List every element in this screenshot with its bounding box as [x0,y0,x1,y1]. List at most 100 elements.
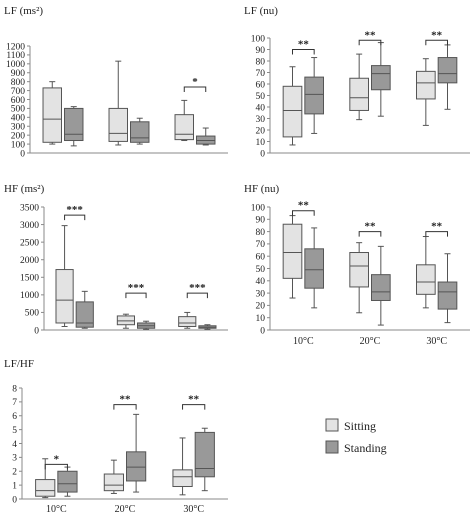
standing-box-2 [371,274,391,301]
y-tick-label: 400 [11,114,26,124]
sitting-box-2 [349,77,370,111]
y-tick-label: 0 [12,495,17,505]
x-category-label: 10°C [293,336,314,347]
significance-bracket [125,292,147,299]
standing-box-1 [304,76,325,115]
significance-bracket [358,231,382,237]
legend-swatch-sitting [325,418,339,432]
sitting-box-3 [174,114,195,141]
y-tick-label: 60 [256,253,266,263]
significance-bracket [292,210,315,216]
x-category-label: 20°C [115,504,136,515]
significance-bracket [186,292,208,299]
y-tick-label: 80 [256,228,266,238]
y-tick-label: 300 [11,123,26,133]
y-tick-label: 30 [256,115,266,125]
y-tick-label: 0 [20,149,25,159]
significance-marker: ** [431,29,443,41]
y-tick-label: 80 [256,57,266,67]
y-tick-label: 6 [12,412,17,422]
significance-marker: * [192,76,198,88]
y-tick-label: 4 [12,440,17,450]
x-category-label: 30°C [183,504,204,515]
x-category-label: 10°C [46,504,67,515]
y-tick-label: 100 [251,203,266,213]
title-hf-ms2: HF (ms²) [4,183,45,195]
y-tick-label: 900 [11,69,26,79]
y-tick-label: 90 [256,46,266,56]
legend-label-sitting: Sitting [344,419,376,433]
sitting-box-2 [108,107,128,142]
significance-marker: * [54,453,60,465]
y-tick-label: 70 [256,240,266,250]
sitting-box-3 [178,316,197,327]
y-tick-label: 2000 [20,256,39,266]
significance-bracket [425,231,448,237]
y-tick-label: 50 [256,92,266,102]
y-tick-label: 800 [11,78,26,88]
standing-box-3 [194,431,215,478]
y-tick-label: 1000 [20,291,39,301]
y-tick-label: 1 [12,481,17,491]
standing-box-1 [64,107,84,142]
y-tick-label: 1500 [20,274,39,284]
title-lf-nu: LF (nu) [244,5,278,17]
sitting-box-1 [282,223,303,279]
y-tick-label: 7 [12,398,17,408]
standing-box-3 [437,57,458,84]
y-tick-label: 3500 [20,203,39,213]
sitting-box-1 [42,87,62,143]
y-tick-label: 500 [11,105,26,115]
panel-lf-ms2: 0100200300400500600700800900100011001200… [6,42,228,159]
significance-marker: ** [365,29,377,41]
x-category-label: 30°C [426,336,447,347]
significance-marker: *** [189,282,206,294]
significance-marker: ** [120,394,132,406]
standing-box-3 [437,281,458,310]
sitting-box-1 [35,479,56,497]
significance-marker: ** [365,221,377,233]
y-tick-label: 3000 [20,221,39,231]
y-tick-label: 5 [12,426,17,436]
y-tick-label: 0 [260,149,265,159]
significance-marker: ** [431,221,443,233]
y-tick-label: 10 [256,138,266,148]
significance-marker: *** [128,282,145,294]
y-tick-label: 20 [256,126,266,136]
y-tick-label: 90 [256,216,266,226]
panel-hf-ms2: 0 500 1000 1500 2000 2500 3000 3500 *** *** *** [20,203,228,336]
legend-label-standing: Standing [344,441,387,455]
y-tick-label: 1200 [6,42,25,52]
significance-bracket [113,404,137,410]
x-category-label: 20°C [360,336,381,347]
title-lf-hf: LF/HF [4,358,34,370]
significance-bracket [44,463,68,470]
sitting-box-1 [282,85,303,138]
y-tick-label: 100 [11,140,26,150]
significance-marker: ** [298,200,310,212]
y-tick-label: 1100 [6,51,25,61]
standing-box-1 [75,301,94,328]
y-tick-label: 0 [34,326,39,336]
significance-marker: ** [188,394,200,406]
standing-box-2 [130,121,150,143]
standing-box-1 [57,470,78,493]
title-lf-ms2: LF (ms²) [4,5,43,17]
standing-box-2 [371,65,391,91]
y-tick-label: 200 [11,131,26,141]
sitting-box-3 [416,264,436,295]
y-tick-label: 30 [256,289,266,299]
y-tick-label: 50 [256,265,266,275]
sitting-box-2 [349,252,370,288]
y-tick-label: 60 [256,80,266,90]
y-tick-label: 3 [12,454,17,464]
title-hf-nu: HF (nu) [244,183,279,195]
y-tick-label: 20 [256,302,266,312]
significance-bracket [425,39,448,46]
y-tick-label: 2500 [20,238,39,248]
legend-swatch-standing [325,440,339,454]
y-tick-label: 8 [12,384,17,394]
y-tick-label: 40 [256,277,266,287]
panel-hf-nu: 0 10 20 30 40 50 60 70 80 90 100 ** ** ** 10°C 20°C 30°C [251,200,470,347]
